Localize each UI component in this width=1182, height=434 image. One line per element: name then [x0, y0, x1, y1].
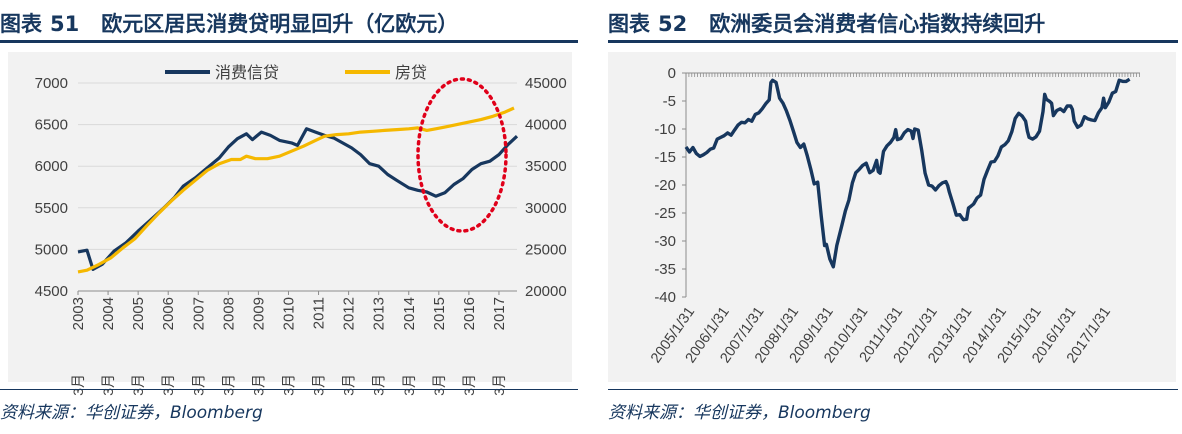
left-x-tick-month: 3月 [130, 374, 146, 396]
legend-label-mortgage: 房贷 [395, 64, 427, 82]
left-x-tick-year: 2003 [70, 297, 87, 330]
right-y-tick-label: -20 [654, 177, 676, 194]
left-x-tick-year: 2012 [341, 297, 358, 330]
right-axis-tick-label: 45000 [525, 75, 567, 92]
left-x-tick-year: 2004 [100, 297, 117, 330]
left-x-tick-month: 3月 [371, 374, 387, 396]
left-y-tick-label: 6000 [35, 158, 68, 175]
left-x-tick-year: 2013 [371, 297, 388, 330]
left-x-tick-month: 3月 [461, 374, 477, 396]
left-x-tick-year: 2005 [130, 297, 147, 330]
left-y-tick-label: 7000 [35, 75, 68, 92]
left-x-tick-year: 2009 [250, 297, 267, 330]
left-x-tick-month: 3月 [250, 374, 266, 396]
right-axis-tick-label: 25000 [525, 241, 567, 258]
right-plot-background [608, 52, 1176, 382]
right-title-text: 欧洲委员会消费者信心指数持续回升 [709, 12, 1046, 36]
left-x-tick-year: 2011 [311, 297, 328, 329]
left-x-tick-year: 2008 [220, 297, 237, 330]
right-chart: 0-5-10-15-20-25-30-35-402005/1/312006/1/… [608, 52, 1176, 382]
left-x-tick-month: 3月 [431, 374, 447, 396]
right-source-rule [608, 389, 1178, 390]
right-panel: 图表 52 欧洲委员会消费者信心指数持续回升 0 -5 -10 -15 -20 -25 -30 -… [608, 0, 1182, 434]
series-line-mortgage [77, 106, 515, 274]
left-chart: 4500 5000 5500 6000 6500 7000 20000 25000 30000 3… [8, 52, 572, 396]
right-title-number: 52 [658, 12, 688, 36]
right-y-tick-label: -40 [654, 289, 676, 306]
right-y-tick-label: -30 [654, 233, 676, 250]
left-y-tick-label: 4500 [35, 283, 68, 300]
right-title-rule [608, 40, 1178, 43]
left-y-tick-label: 5500 [35, 200, 68, 217]
right-chart-title: 图表 52 欧洲委员会消费者信心指数持续回升 [608, 8, 1045, 38]
left-x-tick-month: 3月 [491, 374, 507, 396]
right-y-tick-label: -10 [654, 121, 676, 138]
left-source-rule [0, 389, 578, 390]
left-title-number: 51 [50, 12, 80, 36]
right-axis-tick-label: 40000 [525, 117, 567, 134]
left-panel: 图表 51 欧元区居民消费贷明显回升（亿欧元） 4500 5000 5500 6000 65… [0, 0, 578, 434]
right-y-tick-label: -5 [663, 93, 676, 110]
left-title-text: 欧元区居民消费贷明显回升（亿欧元） [101, 12, 459, 36]
left-x-tick-month: 3月 [311, 374, 327, 396]
right-axis-tick-label: 35000 [525, 158, 567, 175]
left-x-tick-year: 2017 [491, 297, 508, 330]
right-y-tick-label: -25 [654, 205, 676, 222]
right-title-prefix: 图表 [608, 12, 650, 36]
left-x-tick-month: 3月 [190, 374, 206, 396]
left-x-tick-month: 3月 [70, 374, 86, 396]
left-x-tick-month: 3月 [401, 374, 417, 396]
right-y-tick-label: -15 [654, 149, 676, 166]
left-y-tick-label: 5000 [35, 241, 68, 258]
left-source: 资料来源：华创证券，Bloomberg [0, 403, 263, 423]
legend-label-consumer-credit: 消费信贷 [215, 64, 279, 82]
left-x-tick-month: 3月 [160, 374, 176, 396]
left-x-tick-month: 3月 [280, 374, 296, 396]
left-x-tick-year: 2007 [190, 297, 207, 330]
series-line-consumer-confidence [684, 77, 1131, 269]
right-axis-tick-label: 30000 [525, 200, 567, 217]
left-x-tick-month: 3月 [341, 374, 357, 396]
left-y-tick-label: 6500 [35, 117, 68, 134]
left-x-tick-month: 3月 [100, 374, 116, 396]
left-x-tick-year: 2010 [280, 297, 297, 330]
annotation-red-dotted-ellipse [416, 77, 508, 233]
right-source: 资料来源：华创证券，Bloomberg [608, 403, 871, 423]
left-x-tick-year: 2006 [160, 297, 177, 330]
left-x-tick-month: 3月 [220, 374, 236, 396]
right-axis-tick-label: 20000 [525, 283, 567, 300]
right-y-tick-label: 0 [668, 65, 676, 82]
left-plot-background [8, 52, 572, 382]
left-x-tick-year: 2014 [401, 297, 418, 330]
left-title-rule [0, 40, 578, 43]
right-y-tick-label: -35 [654, 261, 676, 278]
left-x-tick-year: 2015 [431, 297, 448, 330]
left-x-tick-year: 2016 [461, 297, 478, 330]
left-title-prefix: 图表 [0, 12, 42, 36]
left-chart-title: 图表 51 欧元区居民消费贷明显回升（亿欧元） [0, 8, 458, 38]
